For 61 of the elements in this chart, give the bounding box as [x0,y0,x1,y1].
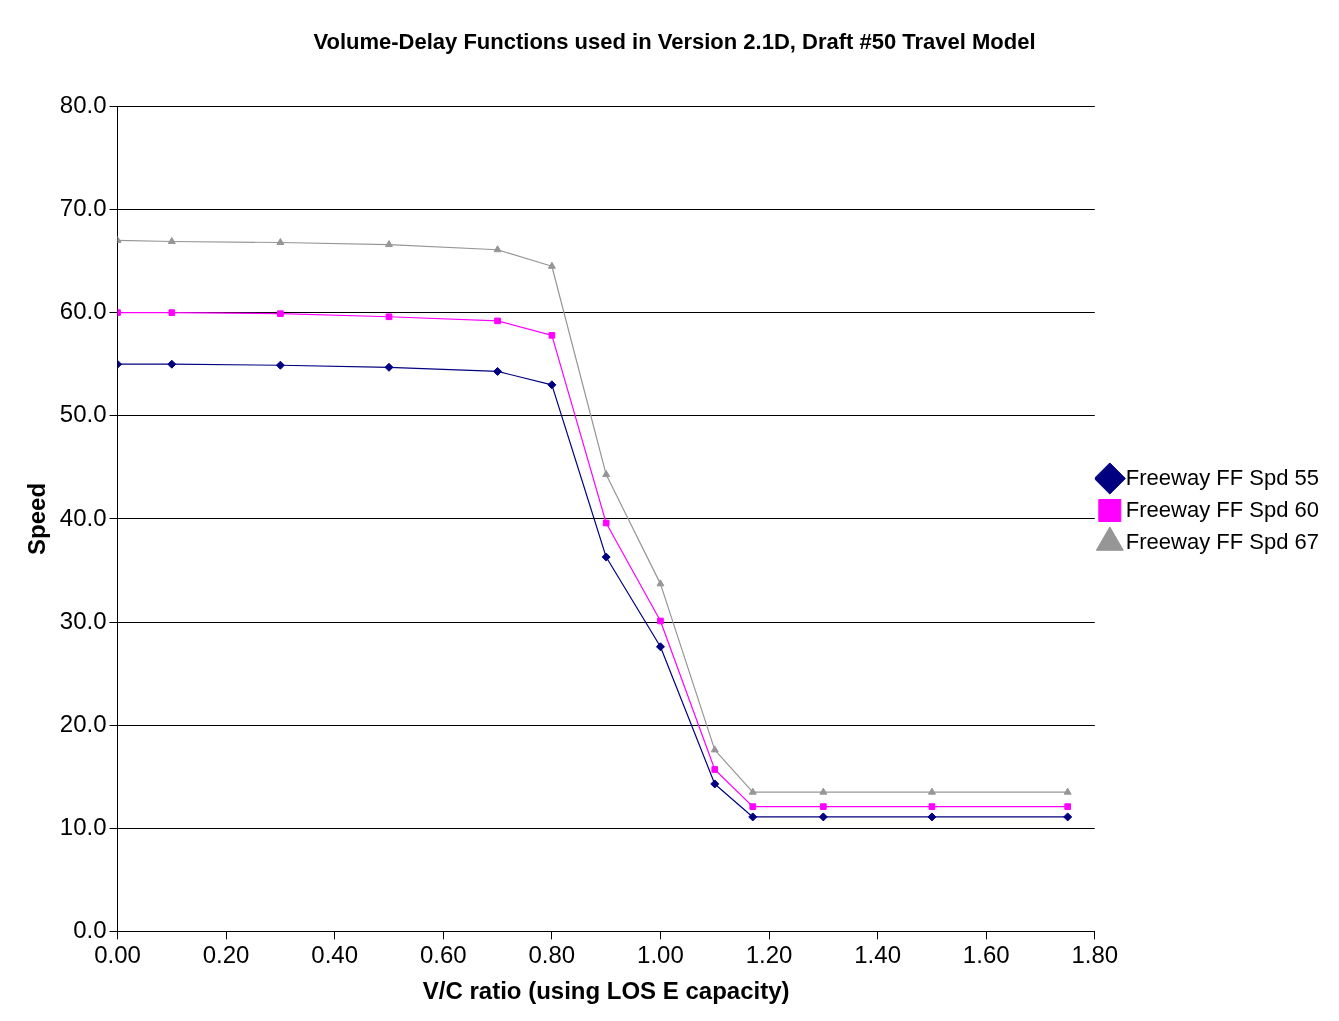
x-tick-label: 0.60 [419,941,467,969]
point [748,812,758,822]
point [547,261,556,269]
legend-label: Freeway FF Spd 55 [1125,464,1319,490]
point [1063,787,1072,795]
point [1064,803,1071,810]
point [927,787,936,795]
point [818,812,828,822]
point [277,310,284,318]
y-tick-label: 70.0 [59,194,107,222]
point [602,519,610,527]
x-tick-label: 0.80 [528,941,576,969]
point [710,779,720,789]
point [602,470,611,478]
y-tick-label: 40.0 [59,503,107,531]
y-tick-label: 20.0 [59,709,107,737]
point [167,236,176,244]
x-tick-label: 1.40 [854,941,901,969]
point [711,766,719,773]
point [710,745,719,753]
point [493,245,502,253]
point [168,309,176,316]
point [275,360,285,370]
point [167,359,177,369]
y-tick-label: 60.0 [59,297,107,325]
point [819,787,828,795]
x-tick-label: 0.40 [311,941,359,969]
point [656,579,665,587]
point [548,332,556,339]
point [749,803,757,810]
point [494,317,501,325]
point [657,617,664,625]
point [385,240,393,248]
point [655,642,665,652]
point [276,238,285,246]
x-tick-label: 1.60 [962,941,1010,969]
x-tick-label: 1.20 [745,941,793,969]
point [385,313,393,321]
x-tick-label: 1.80 [1071,941,1119,969]
y-axis-title: Speed [23,482,51,555]
point [601,552,611,562]
point [1063,812,1073,822]
point [928,803,936,810]
y-tick-label: 50.0 [59,400,107,428]
point [384,362,394,372]
y-tick-label: 30.0 [59,606,107,634]
point [748,787,757,795]
x-tick-label: 0.20 [202,941,250,969]
legend-label: Freeway FF Spd 60 [1125,496,1319,522]
x-tick-label: 0.00 [94,941,141,969]
point [927,812,937,822]
point [547,380,557,390]
y-tick-label: 0.0 [73,916,107,944]
point [820,803,827,810]
y-tick-label: 80.0 [59,91,107,119]
x-tick-label: 1.00 [637,941,684,969]
y-tick-label: 10.0 [59,812,107,840]
chart-title: Volume-Delay Functions used in Version 2.1D, Draft #50 Travel Model [313,29,1036,55]
x-axis-title: V/C ratio (using LOS E capacity) [422,977,790,1005]
legend-label: Freeway FF Spd 67 [1125,528,1319,554]
point [493,366,503,376]
